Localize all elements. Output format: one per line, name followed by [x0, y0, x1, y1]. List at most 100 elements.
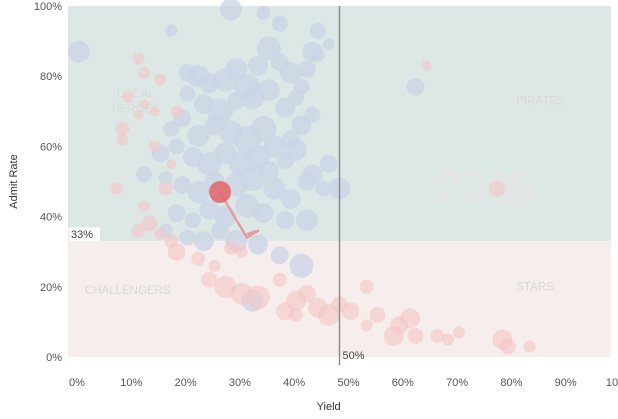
- blue-point: [297, 172, 316, 191]
- blue-point: [168, 138, 185, 155]
- blue-point: [67, 40, 90, 63]
- blue-point: [158, 170, 173, 185]
- pink-point: [167, 242, 186, 261]
- pink-point: [139, 99, 150, 110]
- x-tick-label: 0%: [69, 377, 85, 389]
- pink-point: [235, 245, 248, 258]
- blue-point: [253, 203, 274, 224]
- blue-point: [256, 36, 281, 61]
- blue-point: [163, 120, 180, 137]
- pink-point: [201, 271, 218, 288]
- blue-point: [310, 48, 325, 63]
- pink-point: [341, 302, 360, 321]
- pink-point: [488, 180, 505, 197]
- pink-point: [360, 319, 373, 332]
- pink-point: [442, 333, 455, 346]
- blue-point: [280, 189, 301, 210]
- pink-point: [138, 200, 151, 213]
- x-tick-label: 80%: [500, 377, 522, 389]
- y-axis-title: Admit Rate: [8, 154, 20, 208]
- pink-point: [523, 340, 536, 353]
- x-tick-label: 10%: [120, 377, 142, 389]
- pink-point: [223, 241, 238, 256]
- year-watermark: 2005: [437, 164, 535, 213]
- blue-point: [219, 0, 242, 21]
- blue-point: [187, 181, 210, 204]
- pink-point: [110, 182, 123, 195]
- pink-points: [110, 52, 536, 355]
- blue-point: [406, 77, 425, 96]
- quadrant-stars: [339, 241, 611, 357]
- blue-point: [197, 151, 222, 176]
- y-tick-label: 20%: [40, 282, 62, 294]
- blue-point: [187, 124, 210, 147]
- blue-point: [257, 79, 280, 102]
- y-tick-label: 60%: [40, 141, 62, 153]
- blue-point: [199, 199, 220, 220]
- blue-point: [295, 209, 318, 232]
- pink-point: [121, 91, 134, 104]
- reference-label-bg: [69, 227, 100, 242]
- reference-label-yield: 50%: [343, 350, 365, 362]
- blue-point: [297, 60, 316, 79]
- blue-point: [288, 89, 305, 106]
- pink-point: [149, 106, 160, 117]
- y-tick-label: 0%: [46, 352, 62, 364]
- blue-point: [309, 22, 326, 39]
- pink-point: [115, 121, 130, 136]
- pink-point: [138, 66, 151, 79]
- pink-point: [133, 109, 144, 120]
- pink-point: [272, 272, 287, 287]
- blue-point: [179, 229, 196, 246]
- quadrant-backgrounds: [68, 6, 611, 357]
- y-tick-label: 100%: [34, 1, 62, 13]
- pink-point: [246, 285, 271, 310]
- blue-points: [67, 0, 425, 312]
- blue-point: [270, 246, 289, 265]
- pink-point: [158, 181, 173, 196]
- blue-point: [256, 6, 271, 21]
- x-axis-title: Yield: [317, 401, 341, 413]
- blue-point: [165, 24, 178, 37]
- y-tick-label: 40%: [40, 212, 62, 224]
- blue-point: [239, 164, 266, 191]
- pink-point: [154, 228, 167, 241]
- x-tick-label: 30%: [229, 377, 251, 389]
- pink-point: [208, 259, 221, 272]
- highlight-trail: [218, 191, 260, 239]
- blue-point: [304, 106, 321, 123]
- pink-point: [499, 338, 516, 355]
- quadrant-label-stars: STARS: [516, 281, 554, 293]
- x-axis-ticks: 0% 10% 20% 30% 40% 50% 60% 70% 80% 90% 100%: [69, 377, 618, 389]
- blue-point: [263, 177, 286, 200]
- highlight-point: [209, 181, 232, 204]
- blue-point: [211, 221, 230, 240]
- blue-point: [275, 97, 296, 118]
- pink-point: [148, 140, 161, 153]
- x-tick-label: 50%: [337, 377, 359, 389]
- pink-point: [289, 307, 304, 322]
- pink-point: [297, 284, 316, 303]
- pink-point: [116, 133, 129, 146]
- blue-point: [291, 115, 312, 136]
- quadrant-label-challengers: CHALLENGERS: [85, 285, 171, 297]
- quadrant-pirates: [339, 6, 611, 242]
- x-tick-label: 70%: [446, 377, 468, 389]
- quadrant-label-pirates: PIRATES: [516, 95, 565, 107]
- blue-point: [271, 15, 288, 32]
- reference-lines: 50% 33%: [69, 6, 365, 365]
- x-tick-label: 60%: [392, 377, 414, 389]
- pink-point: [383, 325, 404, 346]
- blue-point: [225, 58, 248, 81]
- blue-point: [276, 211, 295, 230]
- blue-point: [315, 180, 332, 197]
- x-tick-label: 90%: [555, 377, 577, 389]
- pink-point: [407, 327, 424, 344]
- blue-point: [279, 61, 302, 84]
- pink-point: [452, 326, 465, 339]
- blue-point: [250, 115, 277, 142]
- pink-point: [132, 52, 145, 65]
- pink-point: [131, 223, 146, 238]
